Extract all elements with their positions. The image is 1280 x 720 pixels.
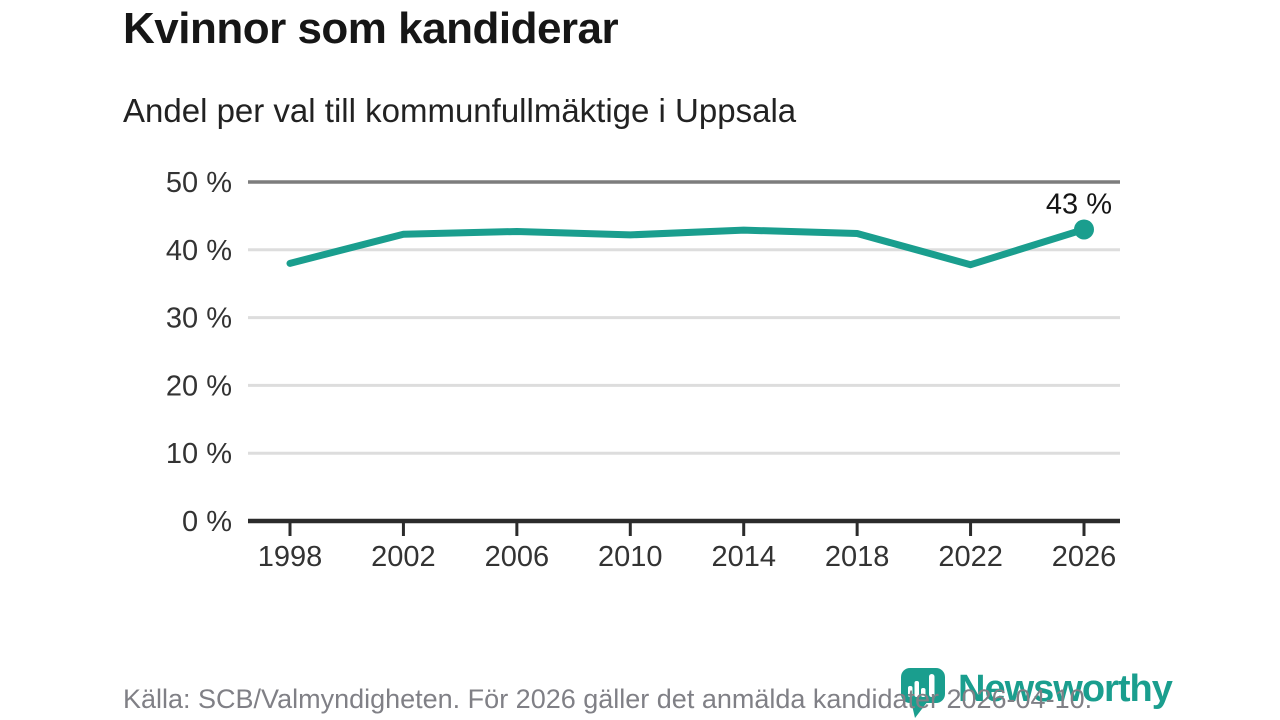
y-tick-label: 50 % bbox=[166, 167, 232, 199]
data-line bbox=[286, 225, 1088, 269]
x-tick-label: 2014 bbox=[711, 541, 776, 573]
x-tick-label: 2006 bbox=[485, 541, 550, 573]
y-tick-label: 30 % bbox=[166, 303, 232, 335]
end-point-marker bbox=[1074, 219, 1094, 240]
page-title: Kvinnor som kandiderar bbox=[123, 4, 619, 53]
x-tick-label: 2010 bbox=[598, 541, 663, 573]
x-tick-label: 2018 bbox=[825, 541, 890, 573]
source-note: Källa: SCB/Valmyndigheten. För 2026 gäll… bbox=[123, 684, 1093, 714]
y-tick-label: 0 % bbox=[182, 506, 232, 538]
y-tick-label: 20 % bbox=[166, 370, 232, 402]
end-point-label: 43 % bbox=[1046, 188, 1112, 220]
newsworthy-logo: Newsworthy bbox=[900, 666, 1173, 718]
line-chart: 0 % 10 % 20 % 30 % 40 % 50 % 1998 2002 2006 2010 2… bbox=[166, 167, 1120, 573]
x-tick-label: 1998 bbox=[258, 541, 323, 573]
y-tick-label: 10 % bbox=[166, 438, 232, 470]
newsworthy-bubble-chart-icon bbox=[901, 668, 945, 718]
y-tick-label: 40 % bbox=[166, 235, 232, 267]
x-tick-label: 2002 bbox=[371, 541, 436, 573]
newsworthy-wordmark: Newsworthy bbox=[958, 668, 1173, 710]
x-tick-label: 2022 bbox=[938, 541, 1003, 573]
chart-subtitle: Andel per val till kommunfullmäktige i U… bbox=[123, 92, 797, 129]
x-tick-label: 2026 bbox=[1052, 541, 1117, 573]
